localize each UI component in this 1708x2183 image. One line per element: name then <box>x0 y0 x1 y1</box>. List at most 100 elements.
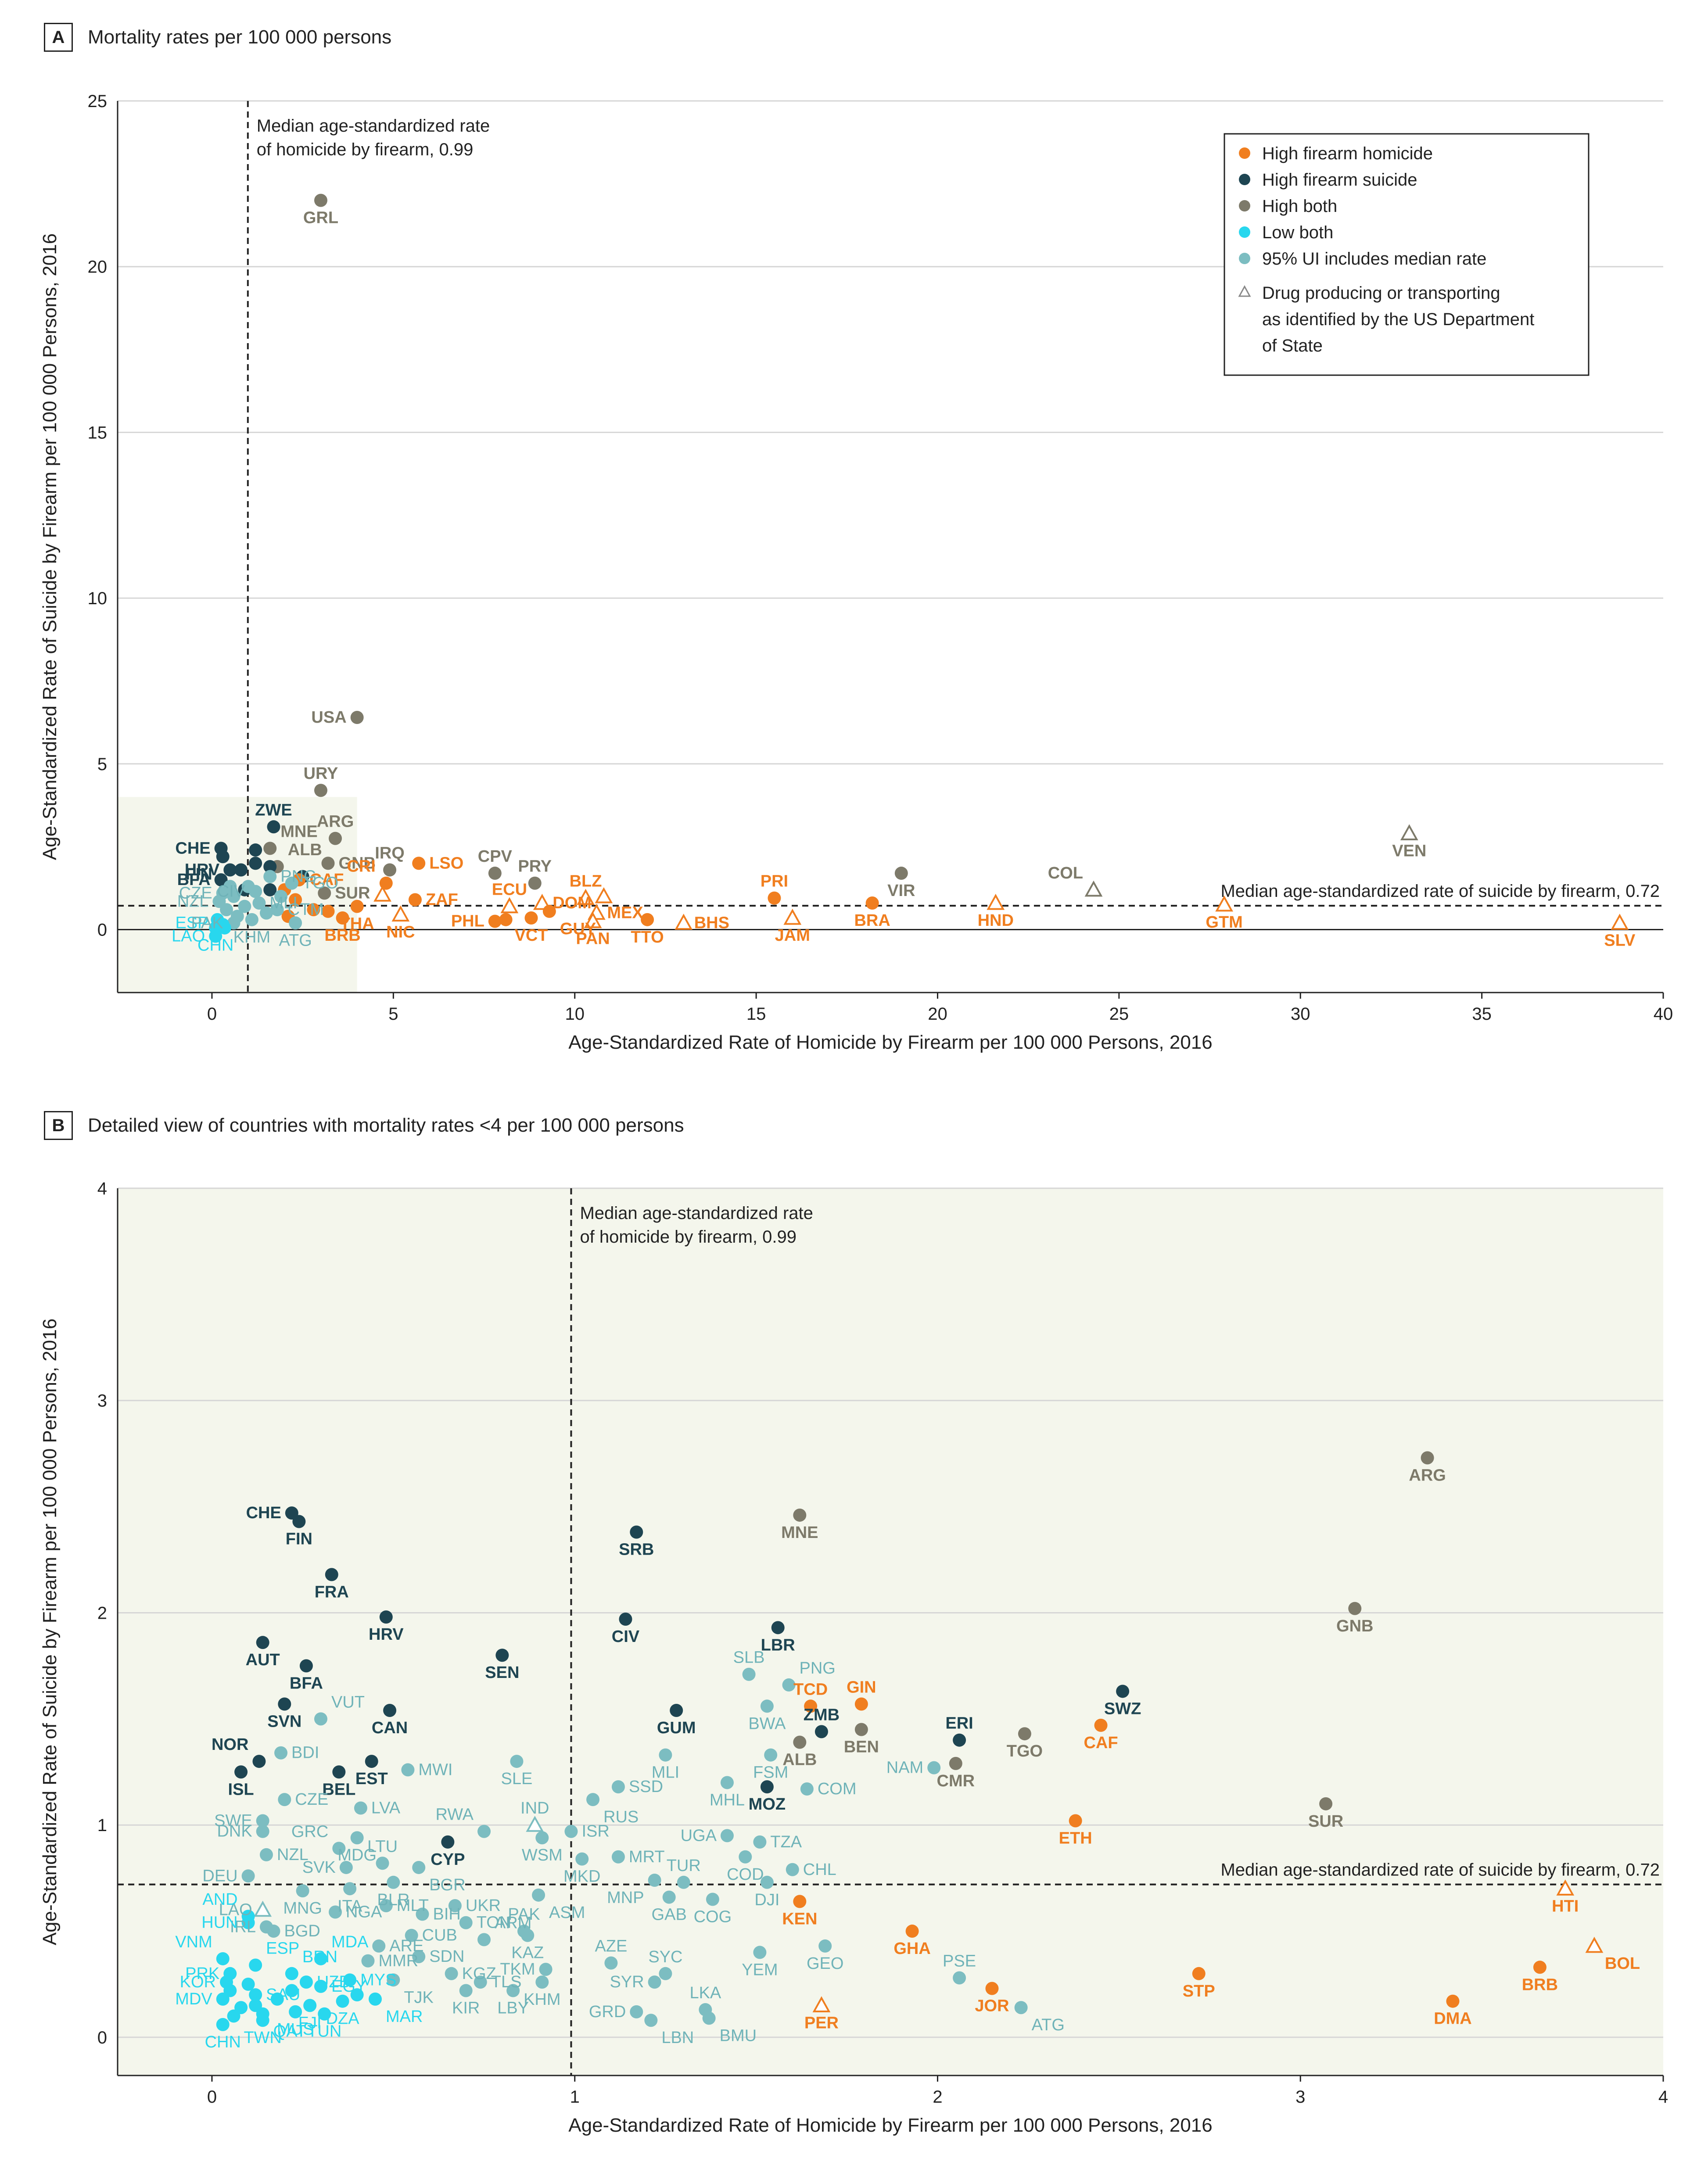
point-label: SYC <box>648 1948 682 1966</box>
point-esp <box>249 1958 262 1972</box>
point-tha <box>350 900 364 913</box>
panel-a-title: Mortality rates per 100 000 persons <box>88 26 392 48</box>
point-ven <box>1400 824 1418 841</box>
point-gum <box>670 1703 683 1717</box>
point-label: BLZ <box>570 872 602 891</box>
point-irq <box>383 863 397 877</box>
point-kgz <box>445 1967 458 1980</box>
point-cze <box>278 1793 291 1807</box>
point-label: GRD <box>589 2003 626 2021</box>
point-label: TGO <box>1007 1742 1043 1760</box>
point-tun <box>318 2007 331 2021</box>
point-label: BFA <box>290 1674 323 1692</box>
point-slv <box>1611 914 1629 930</box>
point-zmb <box>815 1725 828 1739</box>
point-label: BIH <box>433 1905 460 1923</box>
point-yem <box>753 1946 767 1959</box>
point-label: GAB <box>652 1906 687 1924</box>
point-grd <box>630 2005 643 2018</box>
point-label: WSM <box>522 1846 563 1864</box>
point-label: VIR <box>887 882 915 900</box>
point-label: EST <box>355 1770 388 1788</box>
point-label: THA <box>340 915 374 933</box>
point-label: NIC <box>386 923 415 941</box>
point-label: CIV <box>612 1627 640 1646</box>
point-svk <box>339 1860 353 1874</box>
point-cog <box>706 1893 719 1906</box>
point-unlabeled <box>234 2001 248 2015</box>
point-label: MUS <box>277 2020 314 2039</box>
point-arg <box>329 832 342 845</box>
point-arg <box>1421 1451 1434 1465</box>
point-label: ARM <box>495 1914 531 1932</box>
point-bwa <box>760 1699 774 1713</box>
point-lbr <box>771 1621 785 1635</box>
x-tick-label: 35 <box>1472 1004 1492 1024</box>
point-label: HTI <box>1552 1897 1579 1915</box>
point-label: BRA <box>854 911 890 930</box>
point-mlt <box>379 1899 393 1913</box>
point-label: CHL <box>803 1860 836 1879</box>
point-label: LBN <box>661 2029 694 2047</box>
point-atg <box>289 916 302 930</box>
point-label: COM <box>818 1780 857 1798</box>
point-chl <box>786 1863 799 1876</box>
point-ita <box>343 1882 357 1896</box>
point-rus <box>586 1793 600 1807</box>
point-label: ARG <box>317 813 354 831</box>
point-bel <box>332 1765 346 1779</box>
legend-label-suicide: High firearm suicide <box>1262 170 1417 190</box>
point-are <box>372 1939 386 1953</box>
plot-background <box>118 1188 1663 2075</box>
median-suicide-label: Median age-standardized rate of suicide … <box>1220 882 1660 901</box>
point-label: KEN <box>782 1910 817 1928</box>
point-label: ESP <box>266 1939 299 1957</box>
point-label: BLR <box>377 1891 409 1909</box>
point-per <box>812 1996 831 2012</box>
point-label: CHE <box>246 1504 281 1522</box>
point-unlabeled <box>321 904 335 918</box>
point-label: SEN <box>485 1663 519 1682</box>
point-kaz <box>521 1928 535 1942</box>
point-dnk <box>256 1825 269 1838</box>
point-label: TUR <box>667 1857 701 1875</box>
point-label: ZAF <box>426 890 458 909</box>
median-homicide-label: Median age-standardized rate <box>580 1204 813 1223</box>
point-label: CAF <box>1084 1734 1118 1752</box>
point-label: MLI <box>652 1764 679 1782</box>
point-bmu <box>702 2011 716 2025</box>
x-axis-title: Age-Standardized Rate of Homicide by Fir… <box>568 2115 1212 2136</box>
point-png <box>263 870 277 883</box>
x-tick-label: 0 <box>207 2087 217 2107</box>
point-unlabeled <box>285 1984 298 1997</box>
x-tick-label: 3 <box>1295 2087 1305 2107</box>
point-label: LBY <box>497 1999 529 2018</box>
point-nor <box>252 1755 266 1768</box>
point-label: USA <box>311 708 346 727</box>
x-tick-label: 2 <box>933 2087 942 2107</box>
point-label: UGA <box>681 1826 717 1845</box>
point-cub <box>405 1928 418 1942</box>
point-kir <box>459 1984 473 1997</box>
point-sur <box>318 886 331 900</box>
point-unlabeled <box>227 889 240 903</box>
point-eri <box>953 1733 966 1747</box>
legend-label-drug: as identified by the US Department <box>1262 310 1534 329</box>
point-tgo <box>285 876 298 890</box>
y-tick-label: 3 <box>97 1391 107 1411</box>
point-label: GIN <box>847 1678 876 1696</box>
point-label: RWA <box>435 1806 474 1824</box>
y-tick-label: 0 <box>97 920 107 939</box>
point-label: CYP <box>431 1850 465 1869</box>
point-label: SAU <box>266 1986 300 2004</box>
point-label: ALB <box>782 1751 817 1769</box>
point-label: MLT <box>397 1896 429 1915</box>
point-moz <box>760 1780 774 1794</box>
x-tick-label: 4 <box>1658 2087 1668 2107</box>
point-label: BEN <box>844 1738 879 1756</box>
point-label: GRC <box>291 1822 328 1841</box>
point-label: BWA <box>748 1714 786 1733</box>
legend-label-ui: 95% UI includes median rate <box>1262 249 1486 269</box>
point-label: GRL <box>303 209 338 227</box>
point-unlabeled <box>249 1999 262 2012</box>
